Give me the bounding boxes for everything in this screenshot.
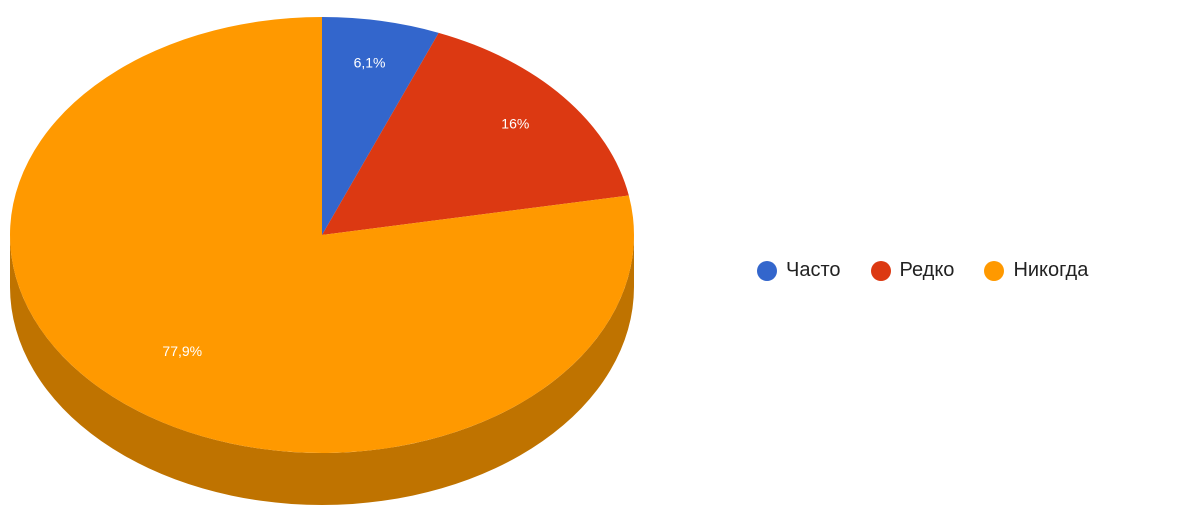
slice-label-1: 16%: [501, 115, 529, 131]
legend-label-nikogda: Никогда: [1013, 259, 1089, 281]
legend-swatch-redko: [870, 260, 891, 281]
legend-label-chasto: Часто: [786, 259, 841, 281]
legend-item-nikogda: Никогда: [984, 259, 1088, 282]
legend-item-redko: Редко: [870, 259, 955, 282]
slice-label-0: 6,1%: [354, 54, 386, 70]
pie-side-2: [10, 235, 634, 505]
legend-swatch-nikogda: [984, 260, 1005, 281]
pie-slice-1: [322, 32, 629, 235]
chart-legend: Часто Редко Никогда: [757, 259, 1088, 282]
slice-label-2: 77,9%: [162, 343, 202, 359]
legend-label-redko: Редко: [899, 259, 955, 281]
legend-swatch-chasto: [757, 260, 777, 281]
legend-item-chasto: Часто: [757, 259, 841, 282]
pie-slice-2: [10, 17, 635, 454]
pie-chart-canvas: 6,1% 16% 77,9%: [10, 17, 635, 505]
pie-slice-0: [322, 17, 439, 235]
